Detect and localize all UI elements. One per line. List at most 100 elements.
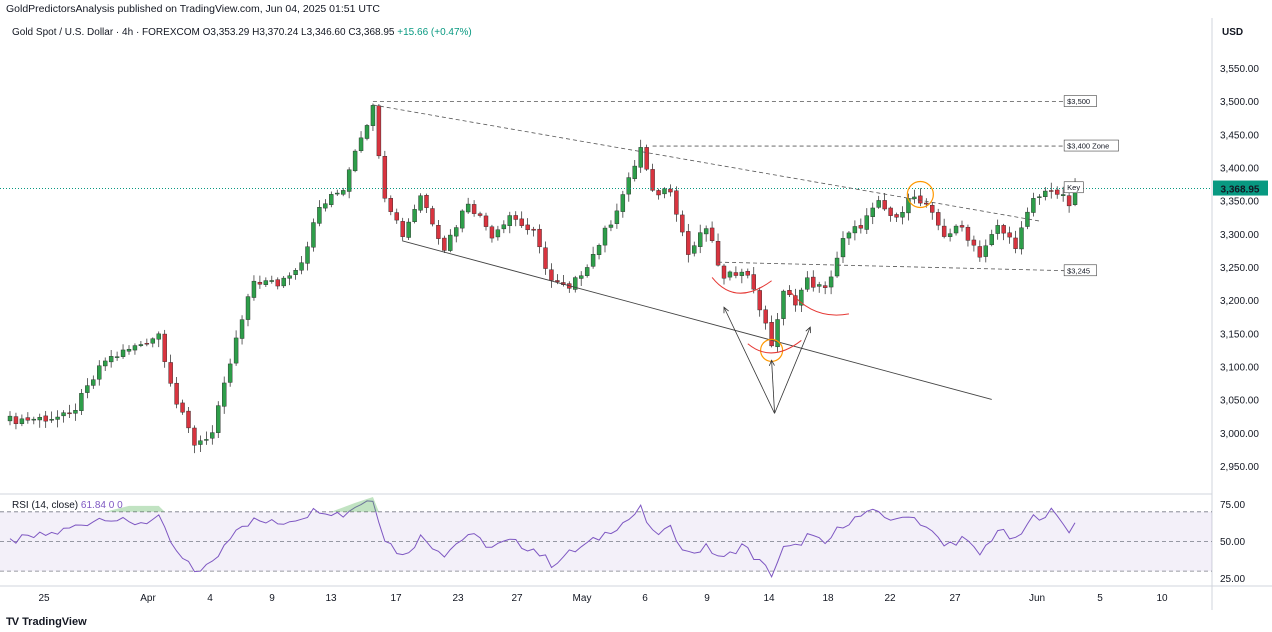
time-tick-label: 27 [511,593,523,604]
candle-body [120,349,126,357]
candle [186,406,191,434]
candle [341,187,346,197]
change-value: +15.66 (+0.47%) [397,27,472,38]
candle [418,193,423,213]
candle [180,399,185,415]
candle [1043,187,1048,201]
candle-body [329,194,334,205]
candle [733,266,739,279]
time-tick-label: 9 [704,593,710,604]
candle-body [543,247,548,269]
candle [269,275,274,284]
candle-body [947,233,953,237]
candle-body [763,309,768,324]
level-tag-3500: $3,500 [1067,97,1090,106]
candle-body [186,410,191,429]
candle [454,224,459,243]
candle [941,218,947,239]
time-tick-label: 5 [1097,593,1103,604]
candle-body [275,279,280,287]
candle-body [751,274,756,290]
rsi-overbought-fill [105,505,165,512]
candle [513,211,518,227]
candle-body [596,245,602,255]
time-tick-label: 4 [207,593,213,604]
candle [543,241,548,275]
tradingview-footer[interactable]: TV TradingView [6,616,87,628]
candle [465,197,471,214]
candle [1019,221,1024,255]
head-arc [747,340,802,354]
candle-body [108,356,114,363]
candle-body [7,415,13,422]
candle-body [430,208,435,225]
candle [662,187,667,199]
candle-body [168,362,173,384]
price-tick-label: 3,100.00 [1220,362,1259,373]
candle-body [537,228,542,248]
rsi-tick-label: 75.00 [1220,500,1245,511]
candle-body [263,280,269,285]
level-line-3245 [718,261,1070,272]
candle-body [608,224,614,228]
candle [775,313,780,352]
candle-body [828,276,834,288]
rsi-label[interactable]: RSI (14, close) [12,500,79,511]
candle [870,202,875,225]
candle-body [221,382,227,407]
candle-body [692,245,697,254]
candle-body [465,203,471,213]
candle [686,223,691,263]
candle [989,229,994,247]
candle-body [418,195,423,211]
candle-body [61,412,66,417]
candle-body [757,290,762,311]
candle [43,410,48,428]
symbol-name[interactable]: Gold Spot / U.S. Dollar · 4h · FOREXCOM [12,27,200,38]
candle [668,184,673,197]
candle-body [983,245,988,257]
candle-body [918,195,923,204]
candle [400,217,405,242]
candle-body [590,254,596,267]
rsi-extra-2: 0 [117,500,123,511]
candle [73,403,78,421]
time-tick-label: 9 [269,593,275,604]
candle [162,329,167,368]
candle [156,331,161,348]
currency-label[interactable]: USD [1222,27,1244,38]
candle-body [650,169,655,191]
candle [822,281,828,295]
candle-body [715,241,721,266]
candle [329,191,334,208]
candle [703,225,709,242]
candle [757,287,762,317]
candle-body [406,221,411,238]
candle-body [436,225,441,239]
rsi-tick-label: 50.00 [1220,537,1245,548]
candle-body [525,224,530,231]
candle-body [644,147,649,170]
candle-body [144,343,150,345]
candle-body [483,215,489,227]
descending-trendline [372,104,1040,222]
candle [912,189,917,204]
price-tick-label: 3,050.00 [1220,396,1259,407]
candle-body [1043,190,1048,198]
candle-body [858,225,864,229]
candle-body [834,257,840,277]
candle-body [602,227,608,246]
candle [727,270,733,281]
candle-body [775,319,780,348]
candle [1031,192,1036,217]
candle [1025,207,1030,230]
candle-body [888,207,893,216]
price-tick-label: 3,500.00 [1220,97,1259,108]
candle-body [638,147,643,168]
candle-body [364,125,370,139]
candle [388,195,393,216]
time-tick-label: 22 [884,593,896,604]
price-tick-label: 3,350.00 [1220,197,1259,208]
candles-group [7,103,1078,454]
